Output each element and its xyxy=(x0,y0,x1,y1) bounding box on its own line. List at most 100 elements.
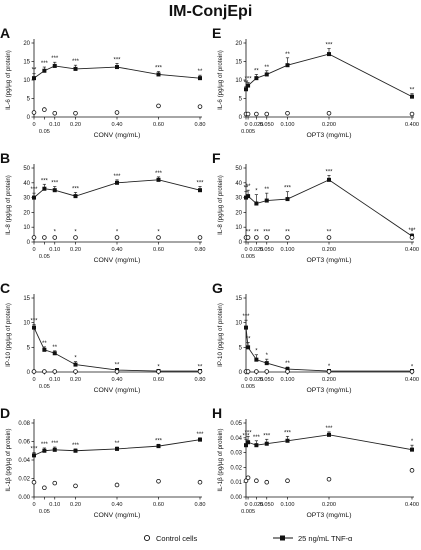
y-tick-label: 0 xyxy=(239,370,243,376)
significance-label: ** xyxy=(285,361,290,367)
x-axis-label: CONV (mg/mL) xyxy=(94,257,141,264)
data-point xyxy=(197,104,203,109)
panel-letter: A xyxy=(0,25,11,41)
significance-label: *** xyxy=(284,186,292,192)
x-tick-label: 0.100 xyxy=(281,122,295,128)
significance-label: *** xyxy=(155,65,163,71)
data-point xyxy=(32,76,36,81)
significance-label: * xyxy=(411,230,414,236)
panel-g: G 0 5 10 15 0 0.005 0.025 0.050 0.100 0.200 0.400 O… xyxy=(212,280,421,402)
data-point xyxy=(409,468,415,473)
significance-label: *** xyxy=(41,178,49,184)
panel-letter: B xyxy=(0,150,11,166)
x-tick-label: 0.100 xyxy=(281,247,295,253)
data-point xyxy=(198,76,202,81)
series-line xyxy=(245,179,413,237)
significance-label: * xyxy=(54,230,57,236)
significance-label: ** xyxy=(410,88,415,94)
y-axis-label: IP-10 (pg/µg of protein) xyxy=(217,303,224,367)
data-point xyxy=(31,235,37,240)
y-tick-label: 15 xyxy=(23,296,30,302)
x-tick-label: 0.80 xyxy=(195,377,206,383)
data-point xyxy=(42,107,47,112)
data-point xyxy=(198,437,202,442)
series-line xyxy=(245,53,413,98)
significance-label: *** xyxy=(51,181,59,187)
data-point xyxy=(114,235,120,240)
data-point xyxy=(245,369,251,374)
significance-label: *** xyxy=(155,438,163,444)
data-point xyxy=(114,110,120,115)
significance-label: *** xyxy=(72,186,80,192)
significance-label: ** xyxy=(254,68,259,74)
significance-label: *** xyxy=(41,61,49,67)
x-axis-label: CONV (mg/mL) xyxy=(94,512,141,519)
y-axis-label: IL-8 (pg/µg of protein) xyxy=(217,175,224,235)
panel-letter: H xyxy=(212,405,223,421)
legend-item-control: Control cells xyxy=(142,533,197,543)
y-axis-label: IL-1β (pg/µg of protein) xyxy=(5,428,12,491)
data-point xyxy=(410,447,414,452)
x-tick-label: 0 xyxy=(32,502,35,508)
significance-label: * xyxy=(411,439,414,445)
data-point xyxy=(115,446,119,451)
significance-label: *** xyxy=(325,426,333,432)
data-point xyxy=(264,235,270,240)
y-tick-label: 20 xyxy=(23,210,30,216)
significance-label: *** xyxy=(30,319,38,325)
x-tick-label: 0 xyxy=(32,122,35,128)
y-tick-label: 0.03 xyxy=(230,451,242,457)
y-tick-label: 15 xyxy=(235,296,242,302)
data-point xyxy=(327,432,331,437)
data-point xyxy=(285,367,290,372)
data-point xyxy=(409,111,415,117)
significance-label: ** xyxy=(246,184,251,190)
data-point xyxy=(114,482,120,488)
significance-label: ** xyxy=(42,341,47,347)
x-tick-label: 0.100 xyxy=(281,502,295,508)
significance-label: ** xyxy=(246,230,251,236)
y-tick-label: 10 xyxy=(23,225,30,231)
y-axis-label: IL-6 (pg/µg of protein) xyxy=(217,50,224,110)
data-point xyxy=(42,347,47,352)
data-point xyxy=(32,195,36,200)
data-point xyxy=(197,235,203,240)
data-point xyxy=(197,479,203,485)
significance-label: *** xyxy=(72,443,80,449)
data-point xyxy=(254,369,259,374)
significance-label: *** xyxy=(408,228,416,234)
y-tick-label: 0 xyxy=(239,115,243,121)
y-tick-label: 15 xyxy=(235,60,242,66)
y-tick-label: 10 xyxy=(235,321,242,327)
chart-h: 0.000.010.020.030.040.0500.0050.0250.050… xyxy=(217,419,419,519)
data-point xyxy=(264,361,269,366)
data-point xyxy=(31,369,37,374)
legend-label: 25 ng/mL TNF-α xyxy=(298,533,353,543)
data-point xyxy=(156,72,161,77)
y-tick-label: 0.01 xyxy=(230,480,242,486)
data-point xyxy=(254,201,259,206)
significance-label: *** xyxy=(325,43,333,49)
data-point xyxy=(254,357,259,362)
x-tick-label: 0.80 xyxy=(195,122,206,128)
figure-title: IM-ConjEpi xyxy=(168,3,253,20)
significance-label: ** xyxy=(246,336,251,342)
data-point xyxy=(285,63,290,68)
x-tick-label: 0.025 xyxy=(249,377,263,383)
data-point xyxy=(156,444,161,449)
x-tick-label: 0.05 xyxy=(39,129,50,135)
data-point xyxy=(52,111,58,116)
x-tick-label: 0.05 xyxy=(39,509,50,515)
x-tick-label: 0.40 xyxy=(112,122,123,128)
data-point xyxy=(244,195,248,200)
significance-label: ** xyxy=(285,230,290,236)
legend-item-tnf: 25 ng/mL TNF-α xyxy=(272,533,352,543)
data-point xyxy=(246,345,251,350)
data-point xyxy=(285,369,290,374)
data-point xyxy=(73,111,78,116)
panel-letter: F xyxy=(212,150,221,166)
significance-label: *** xyxy=(51,56,59,62)
data-point xyxy=(285,235,290,240)
x-tick-label: 0.10 xyxy=(49,377,60,383)
significance-label: * xyxy=(74,230,77,236)
